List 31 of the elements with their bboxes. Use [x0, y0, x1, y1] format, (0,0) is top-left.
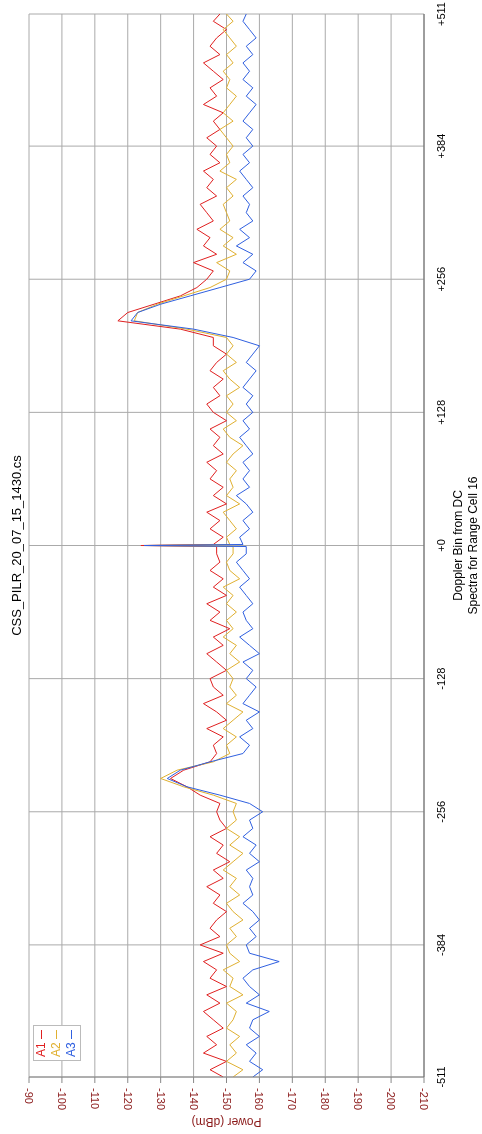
x-tick-label: -150: [220, 1088, 233, 1111]
y-tick-label: -384: [435, 933, 447, 956]
x-tick-label: -170: [286, 1088, 299, 1111]
y-tick-label: -511: [435, 1066, 447, 1088]
y-tick-label: -128: [435, 667, 447, 690]
y-tick-label: +0: [435, 539, 447, 552]
text: CSS_PILR_20_07_15_1430.cs: [8, 454, 24, 636]
line-series: [130, 14, 280, 1077]
x-tick-label: -140: [187, 1088, 200, 1111]
x-tick-label: -210: [418, 1088, 430, 1111]
y-tick-label: +384: [435, 133, 447, 159]
x-axis-title: Power (dBm): [191, 1115, 262, 1129]
line-series: [133, 14, 244, 1077]
x-tick-label: -160: [253, 1088, 266, 1111]
y-tick-label: +128: [435, 399, 447, 425]
x-tick-label: -110: [88, 1088, 101, 1110]
y-tick-label: +256: [435, 266, 447, 292]
legend-label: A2: [49, 1042, 64, 1057]
x-tick-label: -120: [121, 1088, 134, 1111]
x-tick-label: -190: [352, 1088, 365, 1111]
y-tick-label: -256: [435, 800, 447, 823]
x-tick-label: -90: [23, 1088, 35, 1104]
x-tick-label: -100: [55, 1088, 68, 1111]
line-series: [117, 14, 231, 1077]
x-tick-label: -180: [319, 1088, 332, 1111]
x-tick-label: -130: [154, 1088, 167, 1111]
legend-label: A1: [34, 1042, 49, 1057]
y-tick-label: +511: [435, 2, 447, 26]
x-tick-label: -200: [385, 1088, 398, 1111]
legend-label: A3: [64, 1042, 79, 1057]
y-axis-title: Doppler Bin from DC Spectra for Range Cell 16: [451, 476, 480, 615]
